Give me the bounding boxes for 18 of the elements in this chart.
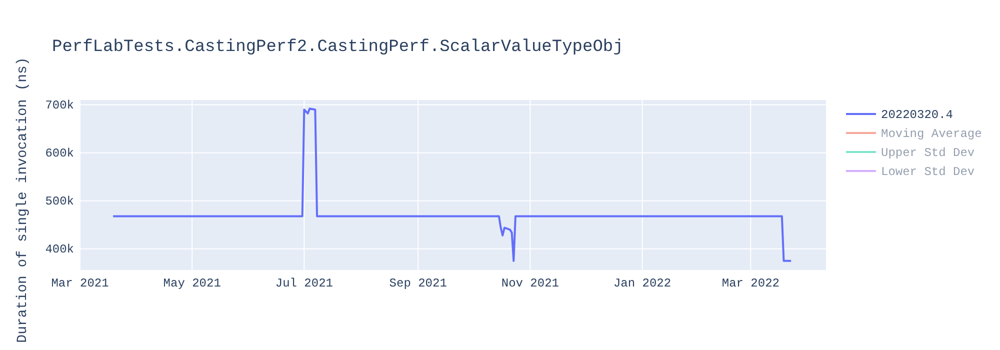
legend-label: 20220320.4 [881, 108, 954, 122]
legend-label: Moving Average [881, 127, 982, 141]
y-tick-label: 700k [45, 98, 74, 113]
line-series [112, 108, 792, 262]
x-tick-label: Sep 2021 [389, 276, 447, 291]
y-axis-title: Duration of single invocation (ns) [15, 57, 31, 343]
y-tick-label: 500k [45, 194, 74, 209]
legend-label: Upper Std Dev [881, 146, 975, 160]
x-tick-label: Jan 2022 [613, 276, 672, 291]
x-tick-label: Nov 2021 [501, 276, 559, 291]
chart-title: PerfLabTests.CastingPerf2.CastingPerf.ScalarValueTypeObj [52, 38, 624, 57]
x-tick-label: Mar 2022 [722, 276, 780, 291]
legend-label: Lower Std Dev [881, 165, 975, 179]
y-tick-label: 400k [45, 242, 74, 257]
y-tick-label: 600k [45, 146, 74, 161]
x-tick-label: May 2021 [163, 276, 221, 291]
x-tick-label: Mar 2021 [51, 276, 109, 291]
x-tick-label: Jul 2021 [275, 276, 333, 291]
